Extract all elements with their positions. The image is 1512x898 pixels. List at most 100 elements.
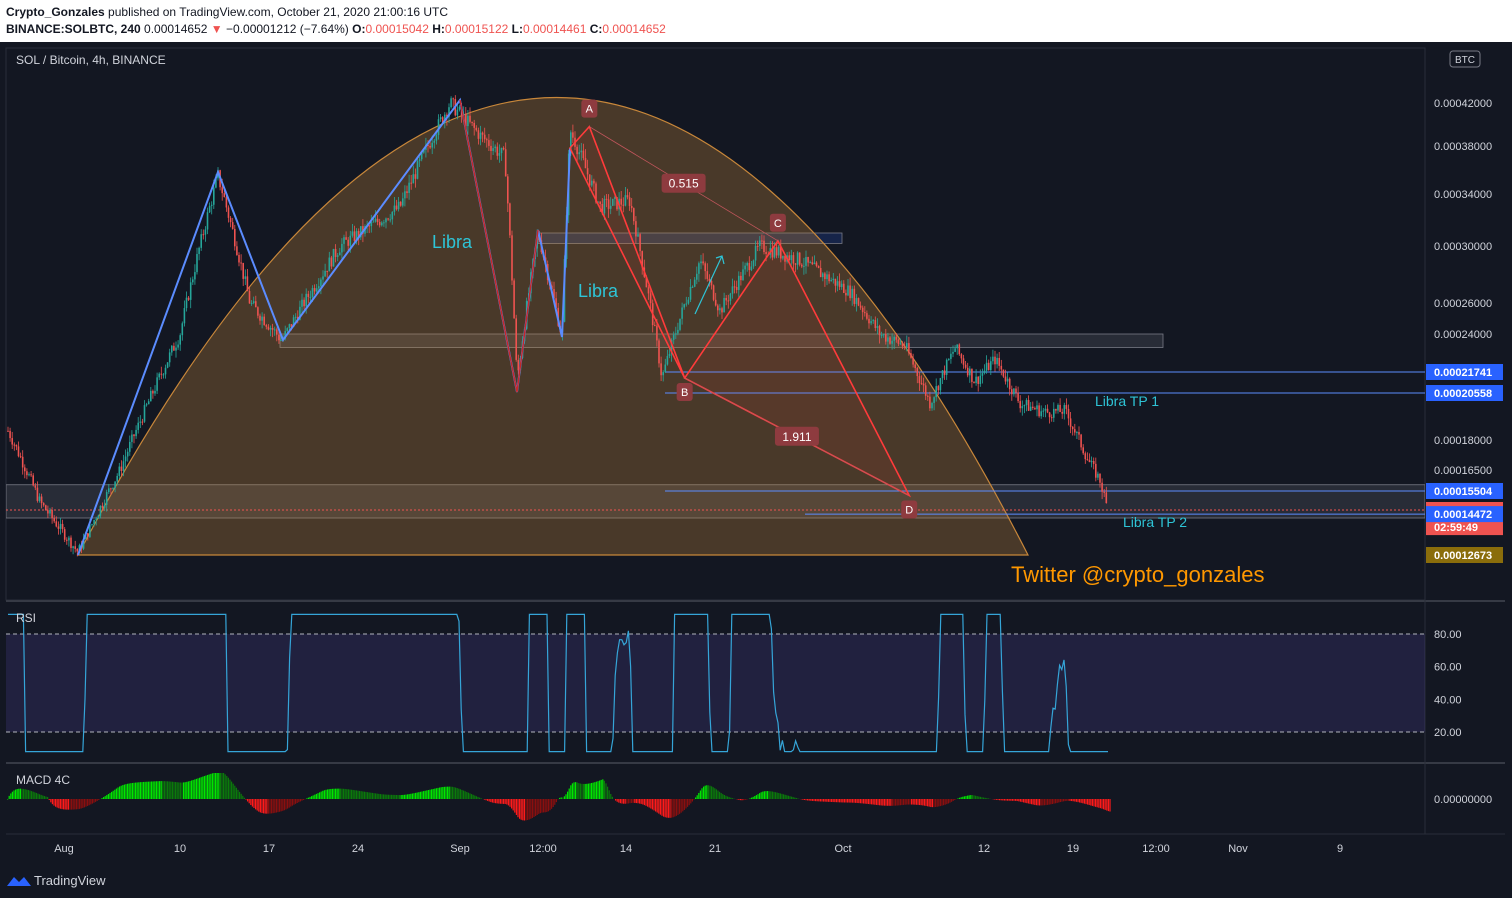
- macd-bar: [261, 799, 263, 813]
- macd-bar: [437, 787, 439, 799]
- macd-bar: [797, 798, 799, 799]
- macd-bar: [112, 790, 114, 799]
- macd-bar: [619, 799, 621, 804]
- price-label-text: 0.00021741: [1434, 367, 1492, 379]
- macd-bar: [339, 788, 341, 799]
- candle-body: [105, 492, 108, 505]
- macd-bar: [979, 796, 981, 799]
- macd-bar: [786, 795, 788, 799]
- macd-bar: [195, 778, 197, 799]
- candle-body: [897, 339, 900, 344]
- macd-bar: [352, 789, 354, 799]
- macd-bar: [139, 782, 141, 799]
- candle-body: [225, 197, 228, 208]
- macd-bar: [962, 796, 964, 799]
- candle-body: [885, 334, 887, 342]
- candle-body: [803, 265, 805, 267]
- macd-bar: [1080, 799, 1082, 803]
- macd-bar: [581, 783, 583, 799]
- macd-bar: [82, 799, 84, 808]
- candle-body: [406, 191, 408, 193]
- macd-bar: [335, 788, 337, 799]
- macd-bar: [79, 799, 81, 809]
- macd-bar: [723, 794, 725, 799]
- candle-body: [1097, 473, 1099, 478]
- macd-bar: [1090, 799, 1092, 806]
- macd-bar: [178, 782, 180, 799]
- candle-body: [880, 334, 883, 336]
- candle-body: [200, 234, 202, 248]
- macd-bar: [315, 793, 317, 799]
- price-chart[interactable]: A B C D 0.515 1.911 0.00042000 0.00038000 0.000…: [0, 42, 1512, 862]
- macd-bar: [834, 799, 836, 803]
- macd-bar: [922, 799, 924, 806]
- macd-bar: [1109, 799, 1111, 812]
- macd-bar: [562, 797, 564, 799]
- macd-bar: [277, 799, 279, 813]
- macd-bar: [659, 799, 661, 815]
- macd-bar: [1035, 799, 1037, 806]
- macd-bar: [575, 782, 577, 799]
- candle-body: [164, 367, 167, 375]
- macd-bar: [251, 799, 253, 807]
- candle-body: [586, 168, 589, 175]
- macd-bar: [242, 795, 244, 799]
- macd-bar: [1018, 799, 1020, 802]
- candle-body: [582, 150, 585, 159]
- currency-badge[interactable]: BTC: [1449, 50, 1481, 68]
- last-price: 0.00014652: [144, 22, 208, 36]
- macd-bar: [680, 799, 682, 813]
- macd-bar: [706, 785, 708, 799]
- macd-bar: [447, 786, 449, 799]
- candle-body: [830, 279, 832, 282]
- macd-bar: [522, 799, 524, 821]
- macd-bar: [997, 799, 999, 801]
- macd-bar: [90, 799, 92, 805]
- macd-bar: [803, 799, 805, 800]
- candle-body: [1069, 418, 1072, 427]
- macd-bar: [808, 799, 810, 801]
- macd-bar: [914, 799, 916, 805]
- candle-body: [584, 158, 587, 169]
- macd-bar: [714, 788, 716, 799]
- candle-body: [261, 316, 263, 321]
- macd-bar: [1016, 799, 1018, 802]
- candle-body: [244, 276, 247, 279]
- candle-body: [941, 370, 944, 379]
- macd-bar: [783, 794, 785, 799]
- author-name[interactable]: Crypto_Gonzales: [6, 5, 105, 19]
- macd-bar: [378, 793, 380, 799]
- candle-body: [927, 395, 929, 397]
- macd-bar: [947, 799, 949, 804]
- macd-bar: [235, 787, 237, 799]
- macd-bar: [381, 794, 383, 799]
- candle-body: [385, 218, 387, 223]
- fib-ratio-text: 0.515: [669, 177, 699, 191]
- macd-bar: [755, 795, 757, 799]
- candle-body: [133, 434, 135, 437]
- candle-body: [746, 263, 748, 266]
- macd-bar: [47, 797, 49, 799]
- candle-body: [347, 239, 349, 246]
- macd-bar: [296, 799, 298, 804]
- macd-bar: [944, 799, 946, 805]
- candle-body: [719, 308, 721, 311]
- macd-bar: [1048, 799, 1050, 805]
- macd-bar: [983, 797, 985, 799]
- macd-bar: [159, 781, 161, 799]
- macd-bar: [359, 790, 361, 799]
- candle-body: [723, 297, 725, 313]
- macd-bar: [975, 795, 977, 799]
- text-annotation: Libra: [578, 281, 619, 301]
- candle-body: [418, 159, 421, 161]
- macd-bar: [986, 798, 988, 799]
- macd-bar: [615, 799, 617, 801]
- candle-body: [402, 198, 404, 206]
- time-tick: 10: [174, 843, 186, 855]
- candle-body: [187, 297, 190, 300]
- price-tick: 0.00026000: [1434, 298, 1492, 310]
- macd-bar: [282, 799, 284, 811]
- macd-bar: [661, 799, 663, 816]
- candle-body: [628, 197, 631, 206]
- candle-body: [943, 370, 946, 375]
